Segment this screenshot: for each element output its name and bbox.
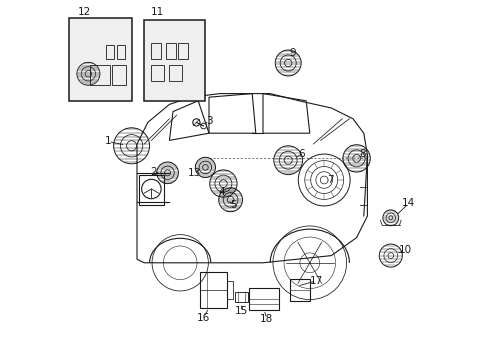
Text: 11: 11 [151, 6, 165, 17]
Bar [151, 65, 164, 81]
Bar [227, 281, 233, 299]
Bar [178, 43, 189, 59]
Bar [290, 279, 310, 301]
Text: 10: 10 [399, 245, 412, 255]
Text: 3: 3 [206, 116, 212, 126]
Bar [248, 288, 279, 310]
Text: 7: 7 [327, 175, 334, 185]
Text: 12: 12 [78, 6, 92, 17]
Bar [235, 292, 248, 302]
Bar [112, 65, 126, 85]
Bar [144, 20, 205, 101]
Text: 18: 18 [260, 314, 273, 324]
Text: 17: 17 [310, 276, 323, 286]
Text: 13: 13 [188, 168, 201, 178]
Text: 1: 1 [105, 136, 112, 147]
Bar [200, 272, 227, 308]
Text: 6: 6 [298, 149, 305, 159]
Bar [106, 45, 114, 59]
Text: 2: 2 [150, 167, 156, 177]
Text: 8: 8 [359, 149, 366, 159]
Bar [151, 43, 162, 59]
Text: 16: 16 [197, 312, 210, 323]
Bar [139, 175, 164, 205]
Bar [90, 65, 110, 85]
Text: 14: 14 [402, 198, 416, 208]
Bar [170, 65, 182, 81]
Text: 5: 5 [230, 200, 237, 210]
Text: 15: 15 [235, 306, 248, 316]
Text: 4: 4 [218, 187, 225, 197]
Bar [69, 18, 132, 101]
Bar [166, 43, 176, 59]
Text: 9: 9 [290, 48, 296, 58]
Bar [117, 45, 125, 59]
